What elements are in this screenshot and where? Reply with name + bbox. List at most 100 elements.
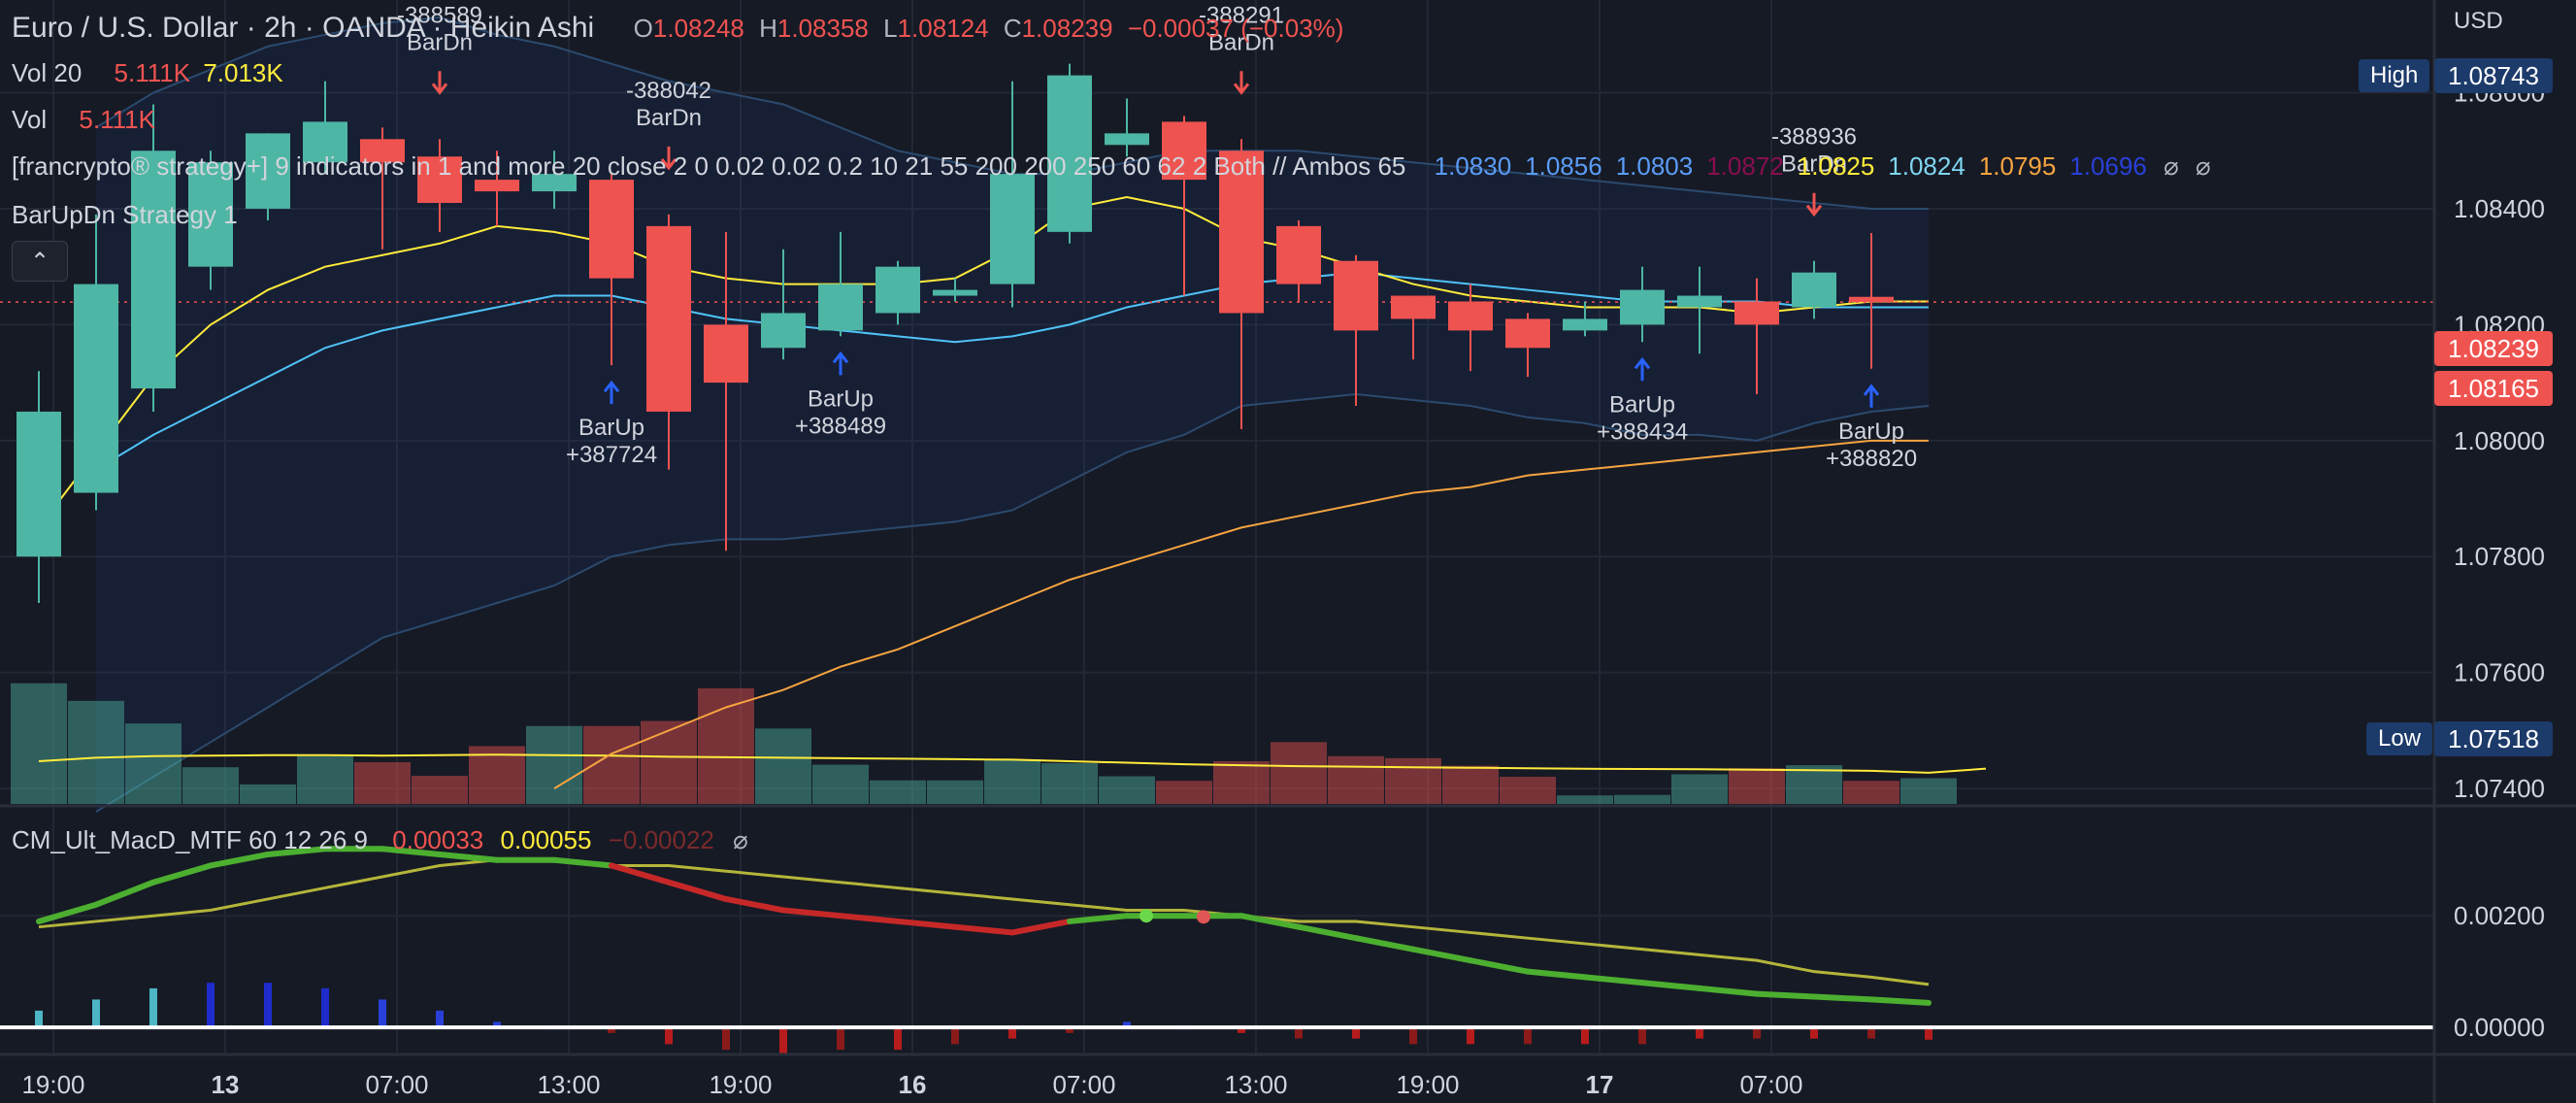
macd-histogram-bar [207,983,215,1028]
visibility-off-icon[interactable]: ⌀ [2196,151,2211,181]
volume-bar [870,780,926,804]
volume-bar [755,728,811,804]
y-tick-label: 0.00200 [2454,901,2545,930]
macd-line-segment [1754,990,1817,1000]
macd-line-segment [1525,968,1588,981]
y-tick-label: 1.07600 [2454,658,2545,687]
candle-body [1047,75,1092,232]
high-label: H [759,14,777,43]
arrow-up-icon [1863,384,1880,408]
macd-line-segment [1067,913,1130,924]
collapse-legend-button[interactable]: ⌃ [12,241,68,282]
strategy-label: [francrypto® strategy+] 9 indicators in … [12,151,1406,181]
macd-histogram-bar [1638,1027,1646,1045]
volume-bar [641,720,697,804]
macd-histogram-bar [1467,1027,1474,1045]
candle-body [1734,301,1779,325]
macd-line-segment [780,907,843,919]
macd-pane [0,846,2434,1055]
open-value: 1.08248 [652,14,744,43]
high-marker-label: High [2359,59,2430,92]
macd-line-segment [150,862,214,886]
strategy-value: 1.0795 [1978,151,2057,181]
y-tick-label: 0.00000 [2454,1013,2545,1042]
macd-histogram-bar [779,1027,787,1055]
volume-bar [1729,768,1785,804]
macd-line-segment [1468,957,1531,975]
macd-histogram-bar [1123,1021,1131,1028]
chevron-up-icon: ⌃ [29,248,50,275]
macd-line-segment [1353,935,1416,953]
volume-bar [1213,760,1270,804]
macd-line-segment [1582,974,1645,986]
volume-bar [1671,774,1728,804]
volume-bar [1099,776,1155,804]
open-label: O [633,14,653,43]
candle-body [188,162,233,267]
volume-bar [182,767,239,804]
candle-body [1219,150,1264,314]
macd-histogram-bar [35,1010,43,1028]
signal-label: BarUp [578,415,644,441]
volume-bar [1557,795,1613,804]
candle-body [990,174,1035,284]
strategy-value: 1.0696 [2069,151,2147,181]
candle-body [1276,225,1321,284]
volume-bar [1271,742,1327,804]
macd-histogram-bar [436,1010,444,1028]
candle-body [532,174,577,192]
legend-barupdn[interactable]: BarUpDn Strategy 1 [12,200,238,230]
signal-label: -388291 [1199,2,1284,28]
legend-vol20[interactable]: Vol 20 5.111K 7.013K [12,58,283,88]
signal-label: BarDn [407,29,473,55]
macd-line-segment [1697,985,1760,997]
volume-bar [297,755,353,804]
macd-histogram-bar [1581,1027,1589,1045]
volume-bar [11,683,67,804]
volume-ma-line [38,753,1987,774]
macd-line-segment [666,879,729,902]
arrow-up-icon [603,380,620,405]
macd-line-segment [380,846,443,857]
legend-vol[interactable]: Vol 5.111K [12,105,155,135]
macd-histogram-bar [1753,1027,1761,1039]
volume-bar [1385,757,1441,804]
high-value: 1.08358 [776,14,869,43]
volume-bar [354,762,411,804]
macd-line-segment [609,862,672,886]
x-tick-label: 16 [899,1070,927,1099]
vol20-value-1: 5.111K [114,58,191,87]
x-tick-label: 19:00 [1396,1070,1459,1099]
low-marker-label: Low [2366,722,2433,755]
macd-histogram-bar [149,987,157,1028]
arrow-up-icon [1634,356,1651,382]
signal-label: +388489 [795,413,886,439]
change-value: −0.00037 (−0.03%) [1127,14,1344,43]
macd-value-1: 0.00033 [392,825,484,854]
symbol-title[interactable]: Euro / U.S. Dollar · 2h · OANDA · Heikin… [12,12,595,44]
legend-strategy[interactable]: [francrypto® strategy+] 9 indicators in … [12,151,2211,182]
macd-line-segment [895,918,958,930]
vol20-value-2: 7.013K [203,58,283,87]
candle-body [589,180,634,279]
signal-label: BarUp [1609,391,1675,418]
candles [17,63,1894,604]
x-tick-label: 07:00 [1052,1070,1115,1099]
macd-histogram-bar [894,1027,902,1051]
signal-label: BarDn [1781,151,1847,178]
macd-line-segment [265,846,328,857]
strategy-signals: -388589BarDn-388042BarDnBarUp+387724BarU… [397,2,1917,471]
legend-macd[interactable]: CM_Ult_MacD_MTF 60 12 26 9 0.00033 0.000… [12,825,748,855]
candle-body [246,133,290,209]
visibility-off-icon[interactable]: ⌀ [733,825,748,854]
volume-bar [1041,763,1098,804]
barupdn-label: BarUpDn Strategy 1 [12,200,238,229]
visibility-off-icon[interactable]: ⌀ [2163,151,2179,181]
low-value: 1.08124 [897,14,989,43]
volume-bar [1786,765,1842,804]
signal-label: -388936 [1771,124,1857,150]
candle-body [360,139,405,163]
macd-line-segment [1868,996,1932,1006]
signal-label: -388042 [626,78,711,104]
